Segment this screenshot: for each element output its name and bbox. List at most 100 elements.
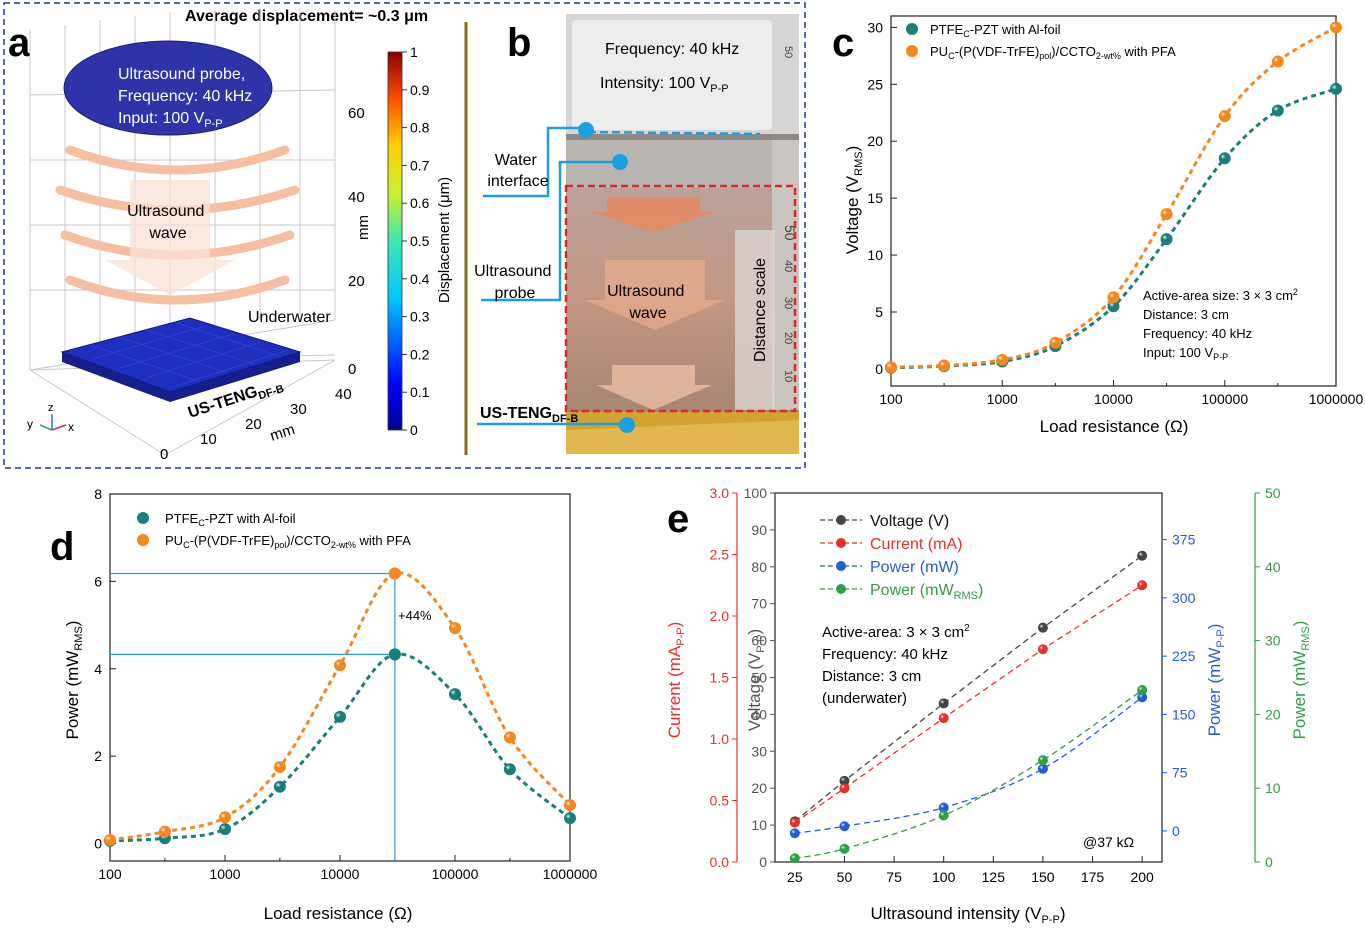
data-point-shine-d [219,823,231,836]
y-axis-ticks: 40 30 20 10 0 [160,386,352,463]
series-line-d-2 [109,571,572,842]
x-tick-label-e: 50 [837,869,853,885]
colorbar-tick-label: 0.6 [410,195,430,211]
y-tick-label-d: 0 [94,836,102,852]
y-tick-label-power_rms: 30 [1265,633,1281,649]
data-point-shine-e [1137,550,1148,561]
data-point-shine-c [1160,233,1173,246]
y-tick-label-d: 2 [94,748,102,764]
y-tick-label-current: 0.5 [710,793,730,809]
y-tick-label-c: 5 [875,304,883,320]
legend-d-marker-2 [137,534,149,546]
axes-c: 100 1000 10000 100000 1000000 0 5 10 15 20 25 30 [867,19,1363,407]
us-teng-device-mesh [60,317,302,393]
x-tick-label-e: 100 [932,869,956,885]
y-tick-label-current: 3.0 [710,485,730,501]
data-point-shine-c [1049,336,1062,349]
data-point-shine-e [938,802,949,813]
data-point-shine-e [1137,580,1148,591]
panel-e: e 25 50 75 100 125 150 175 20001020304050607080… [665,485,1312,926]
data-point-shine-e [839,821,850,832]
colorbar-tick-label: 1 [410,44,418,60]
y-tick-label-voltage: 50 [751,670,767,686]
data-point-shine-c [938,359,951,372]
svg-text:10: 10 [200,431,217,448]
svg-text:Frequency: 40 kHz: Frequency: 40 kHz [1143,326,1252,341]
svg-text:40: 40 [348,189,365,206]
probe-marker [612,154,628,170]
colorbar-tick-label: 0.3 [410,309,430,325]
svg-text:Active-area size: 3 × 3 cm2: Active-area size: 3 × 3 cm2 [1143,287,1298,303]
data-point-shine-e [1037,755,1048,766]
data-point-shine-c [1107,300,1120,313]
x-tick-label-d: 10000 [321,866,360,882]
y-tick-label-voltage: 0 [759,854,767,870]
svg-text:x: x [68,420,74,434]
probe-label: Ultrasound probe, Frequency: 40 kHz Inpu… [118,66,257,130]
data-point-shine-c [1218,152,1231,165]
wave-arrow [105,180,235,295]
panel-a: a Average displacement= ~0.3 μm Ultrasou… [3,2,806,469]
y-tick-label-d: 4 [94,661,102,677]
colorbar-label: Displacement (μm) [436,177,453,303]
x-tick-label-e: 175 [1081,869,1105,885]
y-tick-label-power_rms: 0 [1265,854,1273,870]
data-point-shine-e [938,713,949,724]
y-tick-label-voltage: 40 [751,706,767,722]
colorbar-tick-label: 0.7 [410,157,430,173]
y-tick-label-current: 0.0 [710,854,730,870]
marks-d [104,567,576,861]
y-tick-label-power_rms: 20 [1265,706,1281,722]
distance-frame [564,184,797,413]
wave-arrow-top [591,197,715,232]
z-axis-ticks: 60 40 20 0 [348,105,365,378]
ruler-marks: 50 50 40 30 20 10 [782,46,798,382]
intensity-label: Intensity: 100 VP-P [600,75,729,95]
series-line-c-1 [890,87,1337,370]
data-point-shine-d [104,834,116,847]
z-axis-unit: mm [355,215,372,240]
y-tick-label-voltage: 20 [751,780,767,796]
y-tick-label-current: 1.5 [710,670,730,686]
data-point-shine-e [839,775,850,786]
legend-e: Voltage (V) Current (mA) Power (mW) Power (… [820,513,983,602]
data-point-shine-d [449,622,461,635]
panel-ab-dashed-frame [3,2,806,469]
data-point-shine-d [158,825,171,838]
distance-scale-label: Distance scale [752,258,769,362]
data-point-shine-e [1137,692,1148,703]
x-tick-label-c: 100000 [1201,391,1248,407]
data-point-shine-e [938,698,949,709]
y-tick-label-power: 300 [1172,590,1196,606]
legend-e-label-3: Power (mW) [870,559,959,576]
svg-text:40: 40 [782,260,794,272]
y-tick-label-c: 30 [867,19,883,35]
svg-text:y: y [27,417,33,431]
panel-d: d 100 1000 10000 100000 1000000 0 2 4 6 8 Load re… [50,486,597,923]
y-tick-label-power: 375 [1172,532,1196,548]
legend-e-marker-4 [836,584,846,594]
water-interface-label: Water interface [487,152,548,190]
y-tick-label-power: 150 [1172,706,1196,722]
data-point-shine-e [789,817,800,828]
data-point-shine-c [996,353,1009,366]
data-point-shine-e [789,853,800,864]
x-tick-label-d: 1000000 [543,866,598,882]
y-tick-label-power: 0 [1172,823,1180,839]
y-tick-label-current: 2.5 [710,547,730,563]
svg-text:Frequency: 40 kHz: Frequency: 40 kHz [822,646,948,663]
svg-text:30: 30 [782,297,794,309]
wave-label-b: Ultrasound wave [607,283,689,322]
ylabel-power_rms: Power (mWRMS) [1290,621,1312,740]
legend-d: PTFEC-PZT with Al-foil PUC-(P(VDF-TrFE)p… [137,511,411,550]
annotation-d-increase: +44% [398,608,432,623]
series-line-e-power_rms [794,689,1143,859]
colorbar-tick-label: 0 [410,422,418,438]
data-point-shine-d [564,812,576,825]
y-tick-label-power_rms: 10 [1265,780,1281,796]
colorbar-tick-label: 0.5 [410,233,430,249]
svg-text:10: 10 [782,370,794,382]
svg-text:Input: 100 VP-P: Input: 100 VP-P [1143,345,1228,362]
data-point-shine-c [1107,291,1120,304]
